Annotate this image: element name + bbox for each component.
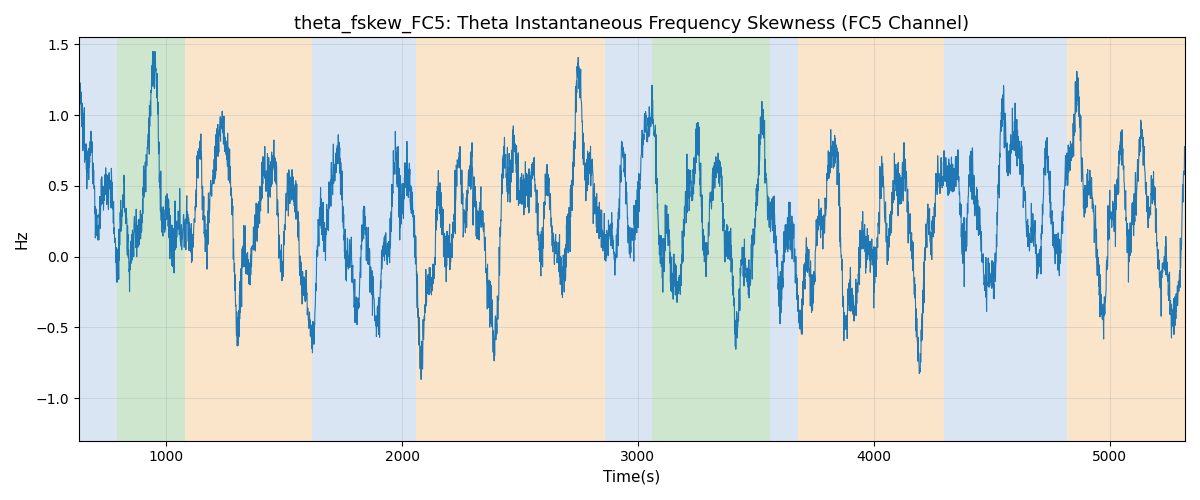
Y-axis label: Hz: Hz: [14, 230, 30, 249]
Bar: [79, 38, 116, 440]
Bar: [1067, 38, 1186, 440]
Bar: [652, 38, 770, 440]
Bar: [798, 38, 944, 440]
Title: theta_fskew_FC5: Theta Instantaneous Frequency Skewness (FC5 Channel): theta_fskew_FC5: Theta Instantaneous Fre…: [294, 15, 970, 34]
Bar: [605, 38, 652, 440]
Bar: [116, 38, 185, 440]
Bar: [770, 38, 798, 440]
X-axis label: Time(s): Time(s): [604, 470, 660, 485]
Bar: [416, 38, 605, 440]
Bar: [185, 38, 312, 440]
Bar: [944, 38, 1067, 440]
Bar: [312, 38, 416, 440]
